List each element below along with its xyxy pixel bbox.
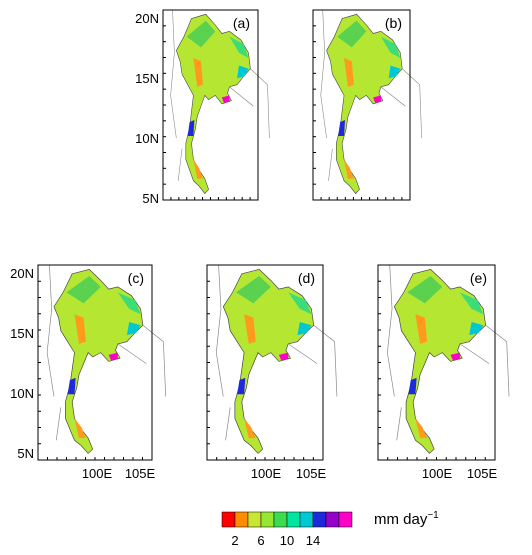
lat-label: 5N [142,191,159,206]
map-field [47,265,166,453]
map-field [387,265,509,453]
colorbar-swatch [325,511,340,528]
lon-label: 100E [82,466,113,481]
lat-label: 15N [135,71,159,86]
colorbar-swatch [234,511,249,528]
lat-label: 20N [10,266,34,281]
colorbar-swatch [221,511,236,528]
colorbar-swatch [338,511,353,528]
panel-label: (d) [298,270,315,286]
map-field [216,265,337,453]
lon-label: 100E [251,466,282,481]
lon-label: 105E [125,466,156,481]
colorbar-swatch [247,511,262,528]
colorbar-swatch [312,511,327,528]
lat-label: 20N [135,11,159,26]
colorbar-swatch [273,511,288,528]
lat-label: 5N [17,446,34,461]
colorbar-swatch [299,511,314,528]
lat-label: 15N [10,326,34,341]
panel-label: (e) [470,270,487,286]
map-field [171,10,270,194]
colorbar-unit: mm day−1 [374,510,439,528]
colorbar-label: 2 [231,533,238,548]
panel-label: (a) [233,15,250,31]
colorbar-label: 14 [306,533,320,548]
map-panel: (e) [377,265,509,461]
colorbar-swatch [260,511,275,528]
lon-label: 105E [467,466,498,481]
lon-label: 105E [296,466,327,481]
colorbar-label: 10 [280,533,294,548]
map-panel: (a) [162,10,270,201]
map-panel: (d) [206,265,337,461]
map-field [321,10,422,194]
lat-label: 10N [10,386,34,401]
panel-label: (c) [128,270,144,286]
lon-label: 100E [422,466,453,481]
colorbar-swatch [286,511,301,528]
colorbar-label: 6 [257,533,264,548]
map-panel: (c) [37,265,166,461]
lat-label: 10N [135,131,159,146]
map-panel: (b) [312,10,422,201]
panel-label: (b) [385,15,402,31]
